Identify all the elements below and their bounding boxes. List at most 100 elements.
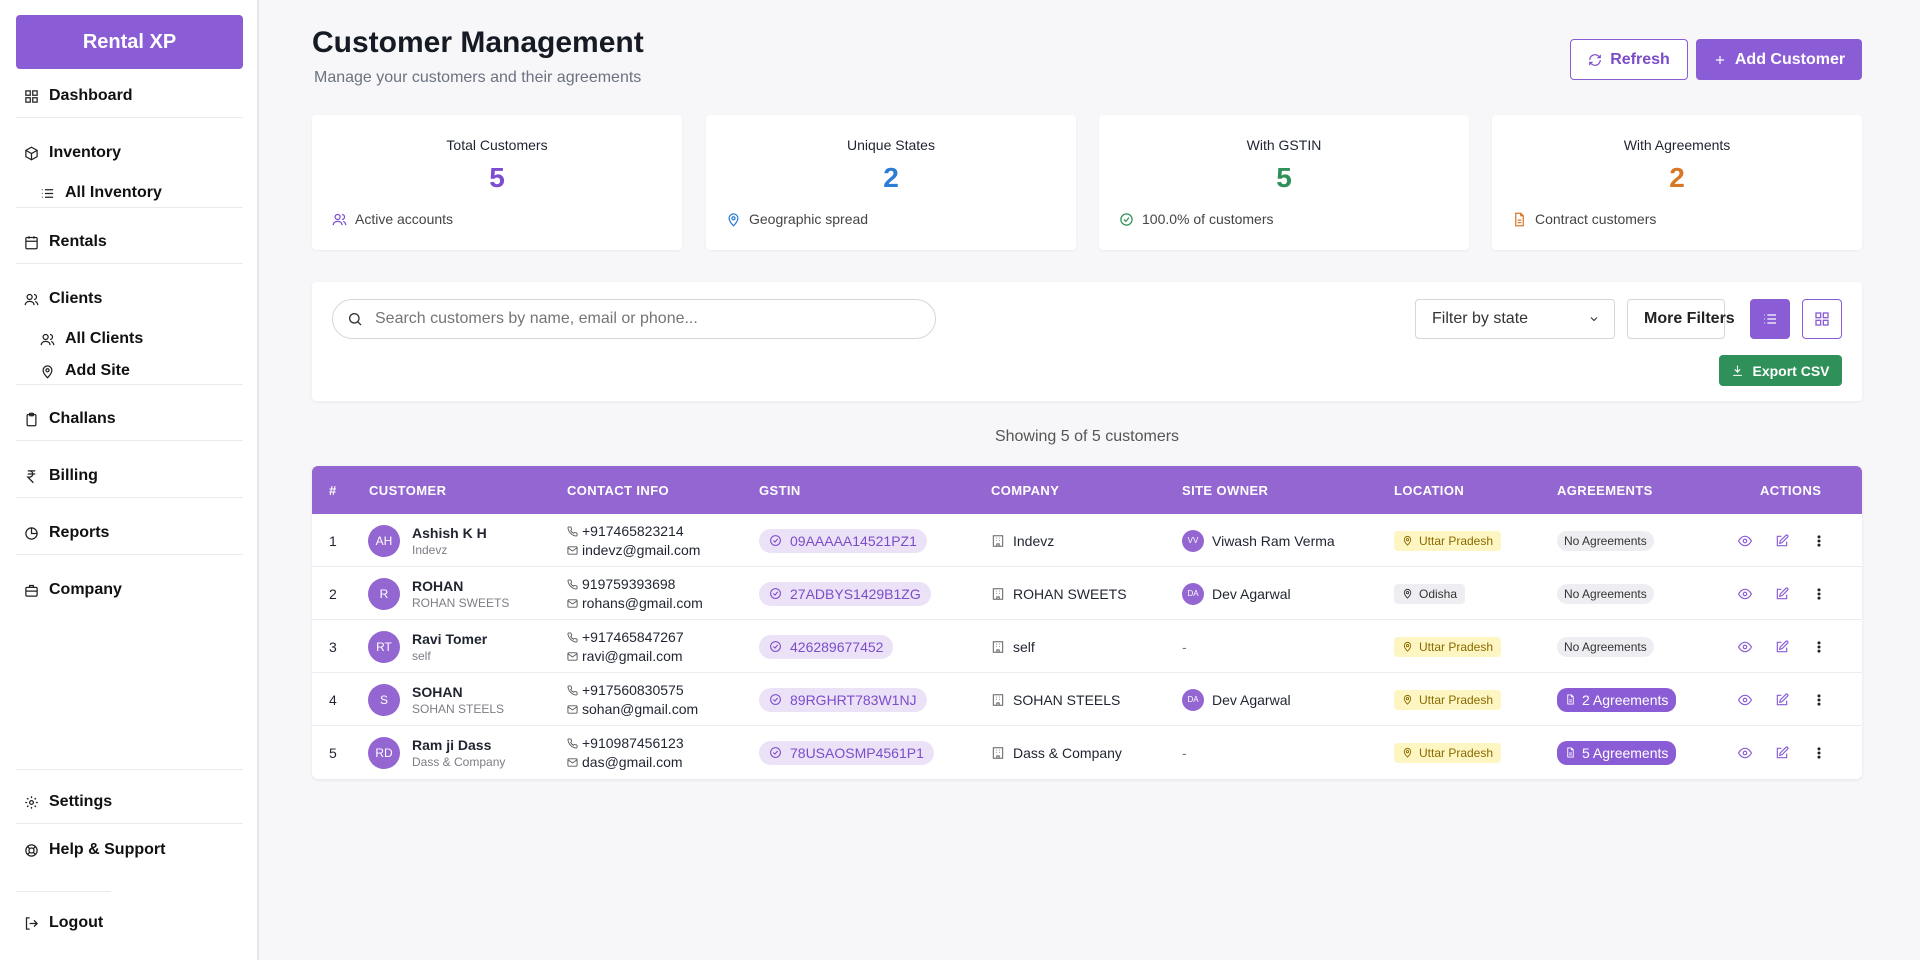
eye-icon[interactable] xyxy=(1738,587,1752,601)
table-row[interactable]: 1 AH Ashish K H Indevz +917465823214 ind… xyxy=(312,514,1862,567)
eye-icon[interactable] xyxy=(1738,640,1752,654)
edit-icon[interactable] xyxy=(1775,587,1789,601)
agreements-cell: 5 Agreements xyxy=(1557,726,1677,779)
more-vertical-icon[interactable] xyxy=(1812,587,1826,601)
stat-label: With Agreements xyxy=(1623,137,1731,153)
customer-company: ROHAN SWEETS xyxy=(412,595,510,610)
export-csv-button[interactable]: Export CSV xyxy=(1719,355,1842,386)
owner-name: - xyxy=(1182,638,1187,655)
table-row[interactable]: 2 R ROHAN ROHAN SWEETS 919759393698 roha… xyxy=(312,567,1862,620)
nav-all-inventory[interactable]: All Inventory xyxy=(40,184,162,202)
gstin-badge: 426289677452 xyxy=(759,634,894,659)
eye-icon[interactable] xyxy=(1738,746,1752,760)
list-view-button[interactable] xyxy=(1750,299,1790,339)
divider xyxy=(16,891,111,892)
list-icon xyxy=(41,188,54,198)
nav-challans[interactable]: Challans xyxy=(24,410,116,428)
nav-dashboard[interactable]: Dashboard xyxy=(24,87,133,105)
customer-name: Ashish K H xyxy=(412,524,487,541)
nav-billing-label: Billing xyxy=(49,467,98,484)
table-row[interactable]: 3 RT Ravi Tomer self +917465847267 ravi@… xyxy=(312,620,1862,673)
gstin-value: 426289677452 xyxy=(790,638,884,655)
state-filter-select[interactable]: Filter by state xyxy=(1415,299,1615,339)
customer-name: ROHAN xyxy=(412,577,464,594)
company-name: SOHAN STEELS xyxy=(1013,691,1121,708)
company-cell: ROHAN SWEETS xyxy=(991,567,1127,620)
edit-icon[interactable] xyxy=(1775,640,1789,654)
nav-billing[interactable]: Billing xyxy=(24,467,98,485)
nav-clients[interactable]: Clients xyxy=(24,290,102,308)
nav-inventory[interactable]: Inventory xyxy=(24,144,121,162)
company-name: self xyxy=(1013,638,1035,655)
divider xyxy=(16,823,243,824)
refresh-label: Refresh xyxy=(1610,50,1670,68)
agreements-badge[interactable]: 5 Agreements xyxy=(1557,740,1677,765)
more-filters-button[interactable]: More Filters xyxy=(1627,299,1735,339)
search-input[interactable] xyxy=(375,310,915,328)
location-name: Uttar Pradesh xyxy=(1419,639,1494,654)
more-vertical-icon[interactable] xyxy=(1812,746,1826,760)
customer-company: Dass & Company xyxy=(412,754,506,769)
customer-name: Ravi Tomer xyxy=(412,630,488,647)
mail-icon xyxy=(567,651,578,661)
grid-view-button[interactable] xyxy=(1802,299,1842,339)
more-vertical-icon[interactable] xyxy=(1812,534,1826,548)
divider xyxy=(16,207,243,208)
check-circle-icon xyxy=(1120,212,1133,226)
eye-icon[interactable] xyxy=(1738,534,1752,548)
avatar: RT xyxy=(368,630,400,663)
row-index: 5 xyxy=(329,744,337,761)
customer-cell: S SOHAN SOHAN STEELS xyxy=(368,673,504,726)
nav-dashboard-label: Dashboard xyxy=(49,87,133,104)
location-name: Uttar Pradesh xyxy=(1419,745,1494,760)
nav-settings[interactable]: Settings xyxy=(24,793,112,811)
divider xyxy=(16,497,243,498)
more-vertical-icon[interactable] xyxy=(1812,693,1826,707)
nav-company-label: Company xyxy=(49,581,122,598)
customer-cell: R ROHAN ROHAN SWEETS xyxy=(368,567,509,620)
stat-card-unique-states: Unique States 2 Geographic spread xyxy=(706,115,1076,250)
edit-icon[interactable] xyxy=(1775,693,1789,707)
location-cell: Uttar Pradesh xyxy=(1394,726,1502,779)
more-vertical-icon[interactable] xyxy=(1812,640,1826,654)
nav-all-clients[interactable]: All Clients xyxy=(40,330,143,348)
search-box[interactable] xyxy=(332,299,936,339)
location-name: Uttar Pradesh xyxy=(1419,533,1494,548)
nav-help[interactable]: Help & Support xyxy=(24,841,165,859)
add-customer-label: Add Customer xyxy=(1734,50,1846,68)
nav-reports-label: Reports xyxy=(49,524,110,541)
phone-icon xyxy=(567,737,578,748)
agreements-cell: No Agreements xyxy=(1557,567,1654,620)
edit-icon[interactable] xyxy=(1775,746,1789,760)
download-icon xyxy=(1733,365,1743,376)
location-badge: Odisha xyxy=(1394,583,1466,604)
plus-icon xyxy=(1715,55,1724,64)
add-customer-button[interactable]: Add Customer xyxy=(1696,39,1862,80)
location-cell: Uttar Pradesh xyxy=(1394,620,1502,673)
gstin-badge: 27ADBYS1429B1ZG xyxy=(759,581,931,606)
email-address: rohans@gmail.com xyxy=(582,595,703,611)
nav-rentals[interactable]: Rentals xyxy=(24,233,107,251)
help-circle-icon xyxy=(25,843,38,857)
agreements-count: 5 Agreements xyxy=(1582,744,1669,761)
nav-reports[interactable]: Reports xyxy=(24,524,109,542)
agreements-badge[interactable]: 2 Agreements xyxy=(1557,687,1677,712)
actions-cell xyxy=(1738,620,1826,673)
divider xyxy=(16,384,243,385)
nav-logout[interactable]: Logout xyxy=(24,914,103,932)
nav-add-site[interactable]: Add Site xyxy=(40,362,130,380)
table-row[interactable]: 4 S SOHAN SOHAN STEELS +917560830575 soh… xyxy=(312,673,1862,726)
brand-logo[interactable]: Rental XP xyxy=(16,15,243,69)
nav-all-inventory-label: All Inventory xyxy=(65,184,162,201)
edit-icon[interactable] xyxy=(1775,534,1789,548)
table-row[interactable]: 5 RD Ram ji Dass Dass & Company +9109874… xyxy=(312,726,1862,779)
site-owner-cell: - xyxy=(1182,726,1187,779)
refresh-button[interactable]: Refresh xyxy=(1570,39,1688,80)
customer-name: Ram ji Dass xyxy=(412,736,492,753)
nav-company[interactable]: Company xyxy=(24,581,122,599)
eye-icon[interactable] xyxy=(1738,693,1752,707)
site-owner-cell: DA Dev Agarwal xyxy=(1182,567,1291,620)
agreements-cell: 2 Agreements xyxy=(1557,673,1677,726)
phone-icon xyxy=(567,525,578,536)
nav-challans-label: Challans xyxy=(49,410,116,427)
